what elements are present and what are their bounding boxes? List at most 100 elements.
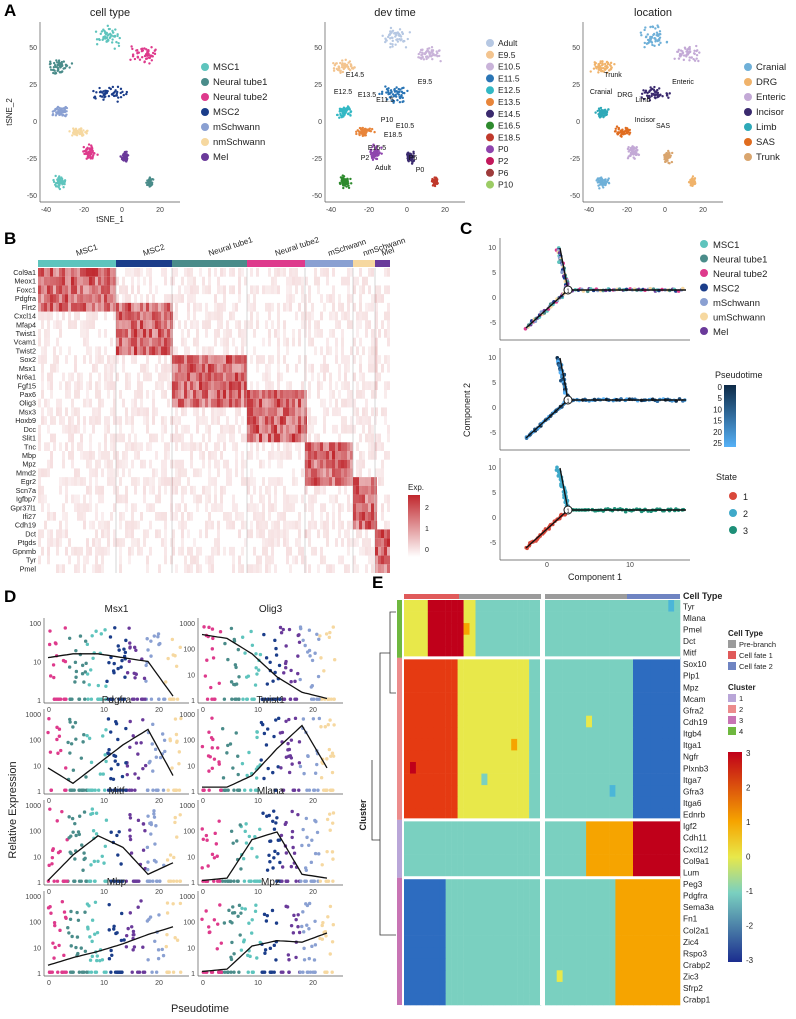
heatmap-cell bbox=[134, 268, 137, 277]
heatmap-cell bbox=[38, 355, 41, 364]
scatter-point bbox=[89, 157, 93, 160]
heatmap-cell bbox=[353, 477, 356, 486]
expression-point bbox=[143, 697, 147, 701]
heatmap-cell bbox=[274, 477, 277, 486]
legend-tick: 2 bbox=[425, 505, 429, 512]
heatmap-cell bbox=[344, 398, 347, 408]
tick-label: 1000 bbox=[179, 621, 195, 628]
heatmap-cell bbox=[314, 320, 317, 329]
heatmap-cell bbox=[205, 381, 208, 390]
legend-label: Trunk bbox=[756, 152, 780, 163]
heatmap-cell bbox=[92, 363, 95, 373]
heatmap-cell bbox=[214, 381, 217, 390]
heatmap-cell bbox=[362, 311, 365, 321]
heatmap-cell bbox=[250, 433, 253, 443]
scatter-point bbox=[52, 61, 56, 65]
heatmap-cell bbox=[181, 485, 184, 495]
scatter-point bbox=[125, 90, 129, 94]
heatmap-cell bbox=[311, 442, 314, 451]
legend-swatch bbox=[700, 254, 708, 263]
heatmap-cell bbox=[350, 442, 353, 451]
scatter-point bbox=[99, 32, 102, 36]
heatmap-cell bbox=[259, 433, 262, 443]
heatmap-cell bbox=[356, 468, 359, 478]
tick-label: 20 bbox=[155, 707, 163, 714]
expression-point bbox=[298, 677, 302, 682]
scatter-point bbox=[116, 85, 120, 89]
heatmap-cell bbox=[283, 451, 286, 460]
heatmap-cell bbox=[220, 494, 223, 504]
heatmap-cell bbox=[347, 442, 350, 451]
heatmap-cell bbox=[38, 468, 41, 478]
heatmap-cell bbox=[143, 459, 146, 469]
heatmap-cell bbox=[375, 564, 378, 573]
heatmap-cell bbox=[341, 346, 344, 356]
scatter-point bbox=[404, 46, 408, 49]
heatmap-cell bbox=[317, 459, 320, 469]
expression-point bbox=[331, 625, 335, 629]
cluster-label: SAS bbox=[656, 123, 670, 130]
heatmap-cell bbox=[158, 477, 161, 486]
scatter-point bbox=[146, 50, 149, 54]
scatter-point bbox=[99, 94, 102, 98]
scatter-point bbox=[49, 62, 52, 65]
heatmap-cell bbox=[184, 564, 187, 573]
heatmap-cell bbox=[196, 503, 199, 512]
scatter-point bbox=[54, 174, 57, 178]
expression-point bbox=[255, 672, 259, 676]
scatter-point bbox=[655, 34, 658, 37]
scatter-point bbox=[113, 47, 116, 50]
heatmap-cell bbox=[262, 337, 265, 347]
heatmap-cell bbox=[122, 285, 125, 295]
heatmap-cell bbox=[62, 512, 65, 521]
scatter-point bbox=[61, 113, 65, 116]
scatter-point bbox=[98, 91, 102, 94]
scatter-point bbox=[644, 26, 647, 29]
column-label: mSchwann bbox=[327, 237, 367, 258]
heatmap-cell bbox=[86, 268, 89, 277]
heatmap-cell bbox=[178, 372, 181, 382]
expression-point bbox=[293, 679, 297, 684]
heatmap-cell bbox=[277, 363, 280, 373]
scatter-point bbox=[62, 186, 65, 189]
heatmap-cell bbox=[217, 363, 220, 373]
heatmap-cell bbox=[332, 494, 335, 504]
heatmap-cell bbox=[208, 276, 211, 286]
scatter-point bbox=[391, 29, 395, 32]
scatter-point bbox=[698, 51, 701, 54]
heatmap-cell bbox=[56, 363, 59, 373]
heatmap-cell bbox=[283, 398, 286, 408]
heatmap-cell bbox=[116, 451, 119, 460]
heatmap-cell bbox=[152, 468, 155, 478]
heatmap-cell bbox=[95, 512, 98, 521]
heatmap-cell bbox=[362, 407, 365, 417]
heatmap-cell bbox=[83, 398, 86, 408]
scatter-point bbox=[117, 44, 121, 48]
heatmap-cell bbox=[44, 468, 47, 478]
heatmap-cell bbox=[131, 546, 134, 556]
heatmap-cell bbox=[344, 424, 347, 434]
heatmap-cell bbox=[161, 346, 164, 356]
expression-point bbox=[288, 697, 293, 701]
heatmap-cell bbox=[214, 538, 217, 547]
heatmap-cell bbox=[175, 355, 178, 364]
heatmap-cell bbox=[77, 294, 80, 303]
expression-point bbox=[233, 663, 238, 667]
scatter-point bbox=[52, 180, 56, 184]
heatmap-cell bbox=[131, 302, 134, 312]
expression-point bbox=[211, 636, 215, 641]
heatmap-cell bbox=[128, 555, 131, 565]
heatmap-cell bbox=[338, 503, 341, 512]
scatter-point bbox=[338, 107, 342, 111]
heatmap-cell bbox=[95, 294, 98, 303]
expression-point bbox=[87, 683, 91, 687]
heatmap-cell bbox=[116, 494, 119, 504]
heatmap-cell bbox=[347, 451, 350, 460]
expression-point bbox=[167, 697, 172, 701]
heatmap-cell bbox=[92, 294, 95, 303]
heatmap-cell bbox=[301, 468, 304, 478]
tick-label: 50 bbox=[572, 45, 580, 52]
heatmap-cell bbox=[277, 398, 280, 408]
heatmap-cell bbox=[50, 302, 53, 312]
heatmap-cell bbox=[181, 459, 184, 469]
